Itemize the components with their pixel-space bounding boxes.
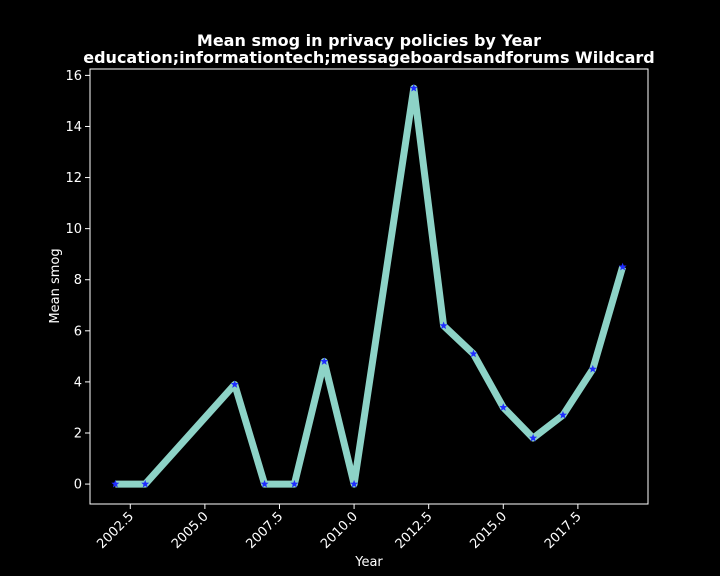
data-point-marker	[111, 479, 120, 488]
y-axis-label: Mean smog	[48, 248, 63, 323]
y-axis: 0 2 4 6 8 10 12 14 16	[65, 69, 90, 493]
y-tick-label: 12	[65, 171, 82, 186]
data-series	[111, 83, 627, 488]
y-tick-label: 8	[74, 273, 82, 288]
data-point-marker	[141, 479, 150, 488]
data-point-marker	[439, 321, 448, 330]
data-point-marker	[409, 83, 418, 92]
data-point-marker	[588, 364, 597, 373]
plot-area-frame	[89, 68, 649, 505]
data-point-marker	[260, 479, 269, 488]
chart-title-line-1: Mean smog in privacy policies by Year	[197, 31, 541, 50]
y-tick-label: 10	[65, 222, 82, 237]
y-tick-label: 16	[65, 69, 82, 84]
chart-title-line-2: education;informationtech;messageboardsa…	[83, 48, 654, 67]
y-tick-label: 2	[74, 426, 82, 441]
data-point-marker	[499, 403, 508, 411]
data-point-marker	[350, 479, 359, 488]
y-tick-label: 4	[74, 375, 82, 390]
data-point-marker	[469, 349, 478, 358]
data-point-marker	[529, 433, 538, 442]
data-point-marker	[230, 380, 239, 388]
y-tick-label: 14	[65, 120, 82, 135]
y-tick-label: 0	[74, 478, 82, 493]
y-tick-label: 6	[74, 324, 82, 339]
data-point-marker	[320, 357, 329, 365]
data-point-marker	[558, 410, 567, 419]
data-point-marker	[618, 262, 627, 271]
data-point-marker	[290, 479, 299, 488]
x-axis-label: Year	[354, 555, 383, 570]
